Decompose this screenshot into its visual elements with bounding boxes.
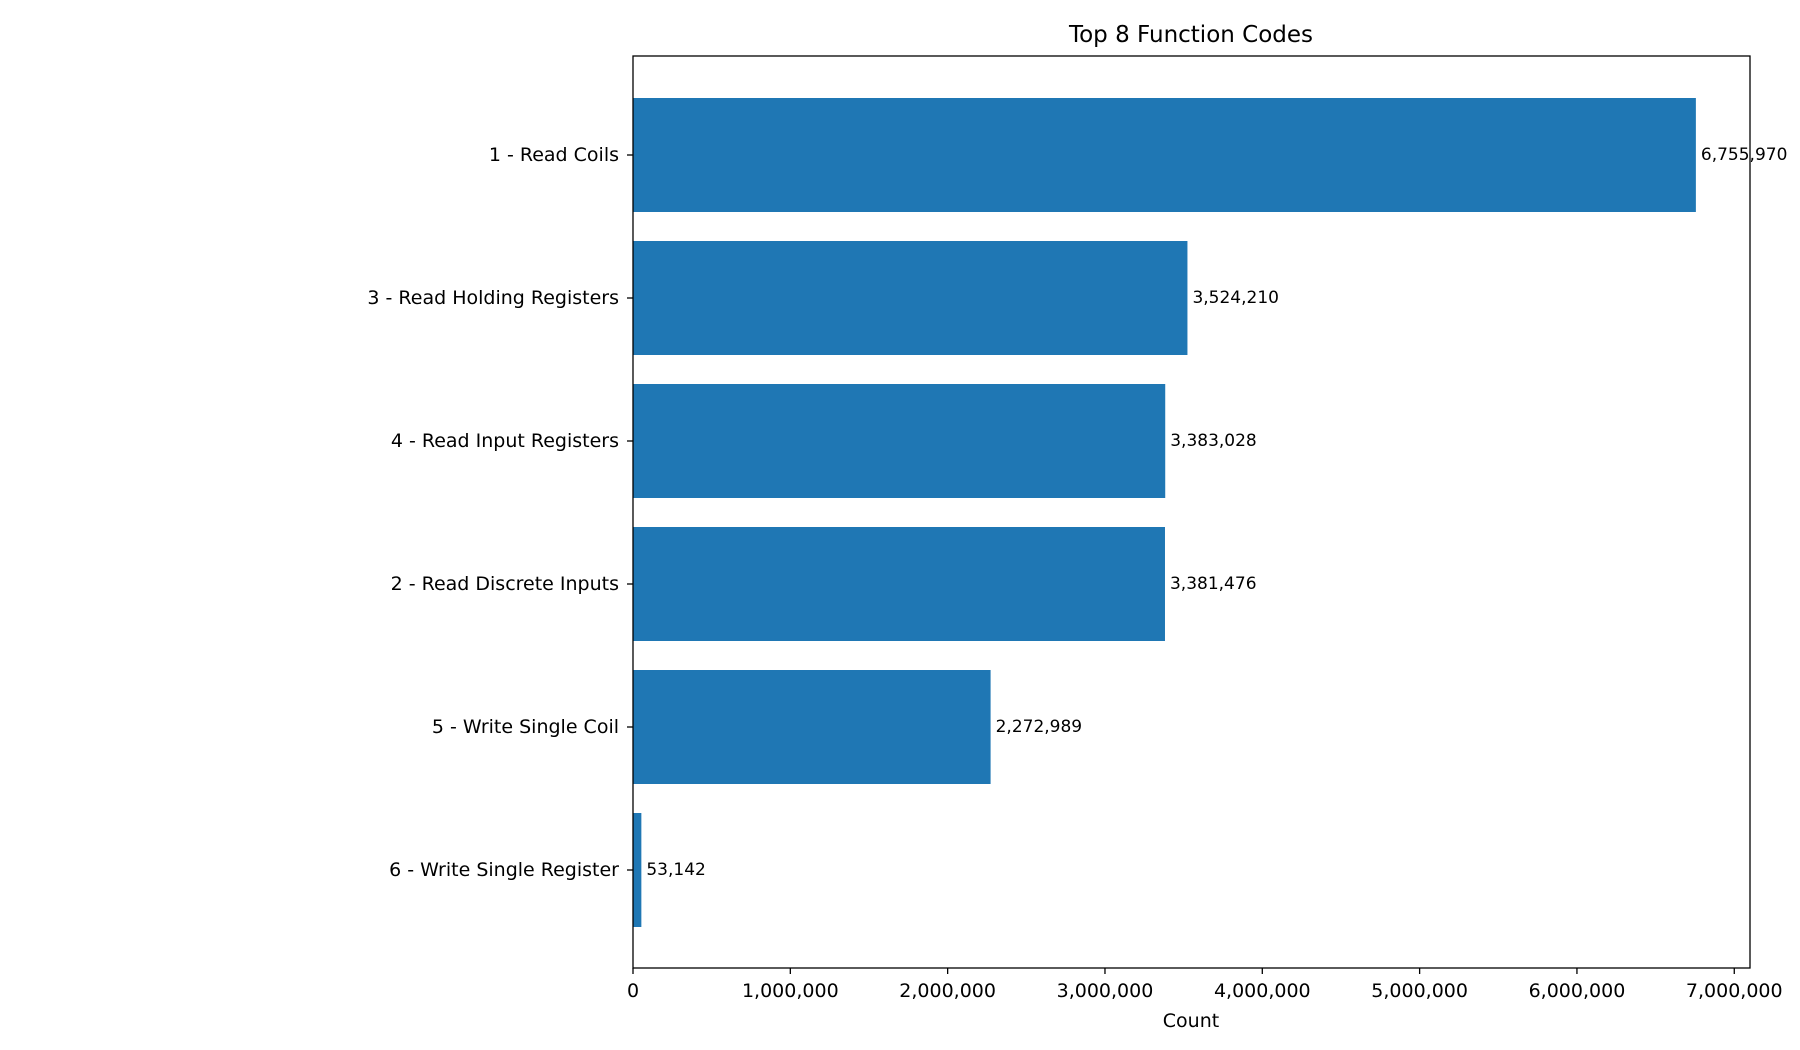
data-label: 2,272,989 [996,717,1083,737]
x-tick-label: 5,000,000 [1371,980,1468,1002]
x-tick-label: 7,000,000 [1686,980,1783,1002]
x-tick-label: 2,000,000 [899,980,996,1002]
bar [633,670,991,784]
data-label: 3,381,476 [1170,574,1257,594]
x-tick-label: 4,000,000 [1214,980,1311,1002]
x-axis-label: Count [1163,1010,1219,1032]
bars-group [633,98,1696,927]
bar [633,384,1166,498]
y-tick-label: 5 - Write Single Coil [432,716,619,738]
data-labels: 6,755,970 3,524,210 3,383,028 3,381,476 2,27… [646,145,1787,880]
x-tick-label: 1,000,000 [742,980,839,1002]
bar [633,527,1165,641]
x-tick-label: 6,000,000 [1529,980,1626,1002]
bar [633,813,642,927]
x-axis-ticks: 0 1,000,000 2,000,000 3,000,000 4,000,000 5,0… [627,968,1783,1002]
y-axis-ticks: 1 - Read Coils 3 - Read Holding Registers… [367,144,633,881]
y-tick-label: 6 - Write Single Register [389,859,619,881]
data-label: 3,524,210 [1192,288,1279,308]
data-label: 53,142 [646,860,705,880]
x-tick-label: 3,000,000 [1057,980,1154,1002]
data-label: 6,755,970 [1701,145,1788,165]
y-tick-label: 2 - Read Discrete Inputs [391,573,619,595]
bar [633,98,1696,212]
y-tick-label: 4 - Read Input Registers [391,430,619,452]
y-tick-label: 1 - Read Coils [489,144,619,166]
chart-title: Top 8 Function Codes [1068,22,1313,48]
y-tick-label: 3 - Read Holding Registers [367,287,619,309]
plot-frame [632,55,1751,969]
x-tick-label: 0 [627,980,639,1002]
data-label: 3,383,028 [1170,431,1257,451]
bar [633,241,1188,355]
